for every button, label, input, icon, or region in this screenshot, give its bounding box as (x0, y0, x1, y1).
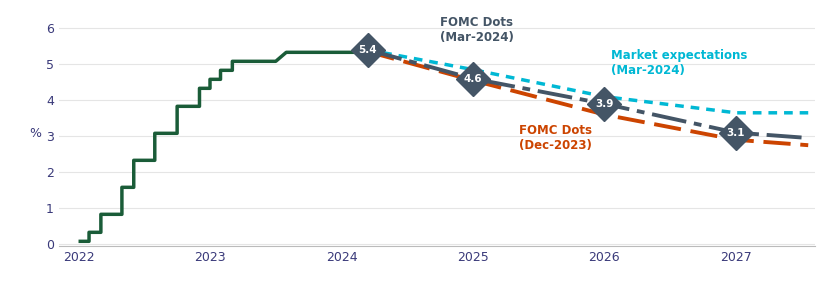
Y-axis label: %: % (29, 127, 41, 140)
Text: 3.9: 3.9 (596, 99, 614, 109)
Text: FOMC Dots
(Mar-2024): FOMC Dots (Mar-2024) (440, 16, 514, 44)
Text: 3.1: 3.1 (727, 128, 745, 138)
Text: FOMC Dots
(Dec-2023): FOMC Dots (Dec-2023) (519, 124, 592, 152)
Text: 5.4: 5.4 (359, 45, 377, 55)
Text: Market expectations
(Mar-2024): Market expectations (Mar-2024) (611, 49, 748, 77)
Text: 4.6: 4.6 (464, 74, 482, 84)
